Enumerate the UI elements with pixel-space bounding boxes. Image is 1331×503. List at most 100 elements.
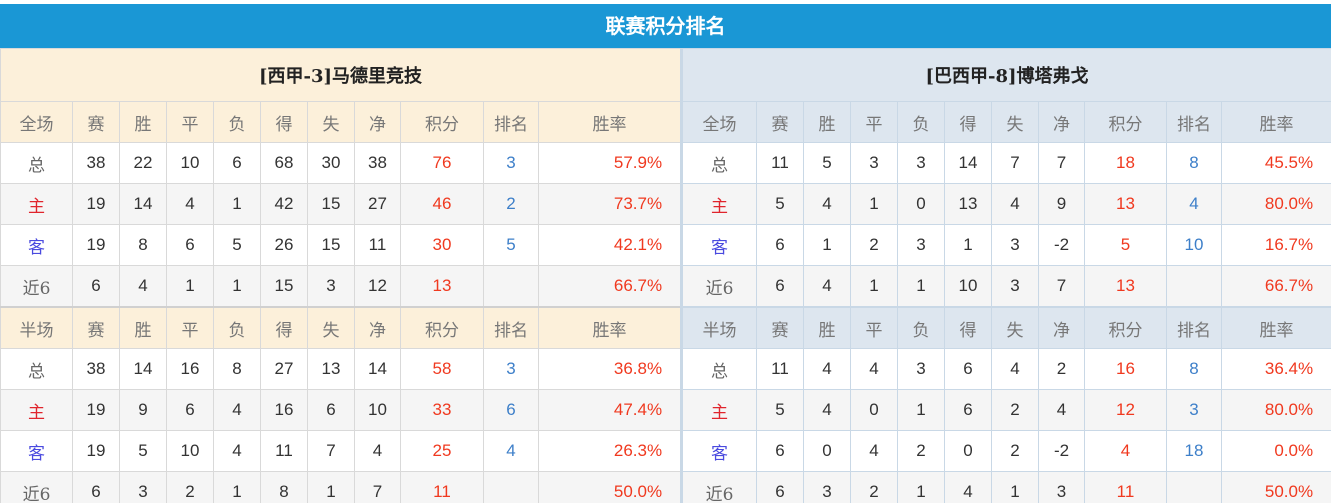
goals-against-cell: 3 [307,265,355,308]
column-header: 排名 [1166,101,1222,143]
section-label: 半场 [682,306,757,349]
column-header: 胜率 [1220,306,1331,349]
wins-cell: 4 [803,389,851,431]
draws-cell: 2 [850,471,898,503]
wins-cell: 22 [119,142,167,184]
draws-cell: 1 [166,265,214,308]
points-cell: 30 [400,224,484,266]
standings-table: [西甲-3]马德里竞技 全场赛胜平负得失净积分 排名 胜率总 38 22 10 6 68 30 38… [0,48,682,503]
wins-cell: 14 [119,348,167,390]
column-header: 赛 [72,101,120,143]
section-label: 全场 [0,101,73,143]
rank-cell [1166,471,1222,503]
table-row: 总 38 14 16 8 27 13 14 58 3 36.8% [0,348,682,390]
wins-cell: 4 [803,265,851,308]
goal-diff-cell: -2 [1038,224,1085,266]
points-cell: 18 [1084,142,1167,184]
points-cell: 11 [1084,471,1167,503]
team-name: [西甲-3]马德里竞技 [0,48,682,102]
table-row: 近6 6 3 2 1 8 1 7 11 50.0% [0,471,682,503]
played-cell: 6 [756,265,804,308]
row-label: 总 [682,348,757,390]
win-rate-cell: 80.0% [1220,389,1331,431]
row-label: 总 [0,142,73,184]
win-rate-cell: 36.4% [1220,348,1331,390]
win-rate-cell: 45.5% [1220,142,1331,184]
rank-cell: 18 [1166,430,1222,472]
rank-cell: 10 [1166,224,1222,266]
losses-cell: 4 [213,430,261,472]
table-row: 主 5 4 0 1 6 2 4 12 3 80.0% [682,389,1331,431]
goal-diff-cell: 4 [354,430,401,472]
win-rate-cell: 80.0% [1220,183,1331,225]
table-row: 主 19 14 4 1 42 15 27 46 2 73.7% [0,183,682,225]
losses-cell: 8 [213,348,261,390]
draws-cell: 4 [850,348,898,390]
rank-cell [1166,265,1222,308]
column-header: 积分 [1084,306,1167,349]
goal-diff-cell: 9 [1038,183,1085,225]
draws-cell: 6 [166,224,214,266]
played-cell: 19 [72,224,120,266]
rank-cell: 2 [483,183,539,225]
goals-for-cell: 6 [944,348,992,390]
losses-cell: 0 [897,183,945,225]
goal-diff-cell: 7 [354,471,401,503]
draws-cell: 4 [166,183,214,225]
draws-cell: 10 [166,430,214,472]
losses-cell: 6 [213,142,261,184]
table-row: 总 38 22 10 6 68 30 38 76 3 57.9% [0,142,682,184]
losses-cell: 1 [213,265,261,308]
column-header: 排名 [483,306,539,349]
column-header: 失 [307,306,355,349]
column-header: 积分 [400,101,484,143]
table-row: 主 19 9 6 4 16 6 10 33 6 47.4% [0,389,682,431]
played-cell: 5 [756,389,804,431]
draws-cell: 3 [850,142,898,184]
played-cell: 11 [756,348,804,390]
played-cell: 19 [72,389,120,431]
section-header-row: 全场赛胜平负得失净积分 排名 胜率 [0,101,682,143]
points-cell: 76 [400,142,484,184]
row-label: 近6 [682,265,757,308]
goals-against-cell: 7 [307,430,355,472]
goals-against-cell: 3 [991,265,1039,308]
draws-cell: 2 [166,471,214,503]
column-header: 净 [1038,101,1085,143]
points-cell: 5 [1084,224,1167,266]
row-label: 总 [0,348,73,390]
goal-diff-cell: 38 [354,142,401,184]
wins-cell: 8 [119,224,167,266]
column-header: 胜 [119,101,167,143]
played-cell: 19 [72,430,120,472]
win-rate-cell: 16.7% [1220,224,1331,266]
losses-cell: 1 [213,471,261,503]
column-header: 失 [307,101,355,143]
wins-cell: 4 [803,183,851,225]
table-row: 客 6 1 2 3 1 3 -2 5 10 16.7% [682,224,1331,266]
goal-diff-cell: 2 [1038,348,1085,390]
win-rate-cell: 73.7% [537,183,682,225]
table-row: 近6 6 3 2 1 4 1 3 11 50.0% [682,471,1331,503]
wins-cell: 1 [803,224,851,266]
section-header-row: 半场赛胜平负得失净积分 排名 胜率 [682,306,1331,349]
win-rate-cell: 50.0% [537,471,682,503]
win-rate-cell: 42.1% [537,224,682,266]
table-row: 客 19 5 10 4 11 7 4 25 4 26.3% [0,430,682,472]
goals-for-cell: 16 [260,389,308,431]
goal-diff-cell: 12 [354,265,401,308]
column-header: 得 [260,306,308,349]
row-label: 近6 [0,265,73,308]
win-rate-cell: 36.8% [537,348,682,390]
wins-cell: 4 [803,348,851,390]
goals-against-cell: 7 [991,142,1039,184]
losses-cell: 3 [897,142,945,184]
row-label: 近6 [0,471,73,503]
column-header: 失 [991,306,1039,349]
rank-cell: 6 [483,389,539,431]
wins-cell: 5 [803,142,851,184]
wins-cell: 3 [119,471,167,503]
rank-cell: 8 [1166,348,1222,390]
column-header: 得 [944,101,992,143]
goals-for-cell: 11 [260,430,308,472]
